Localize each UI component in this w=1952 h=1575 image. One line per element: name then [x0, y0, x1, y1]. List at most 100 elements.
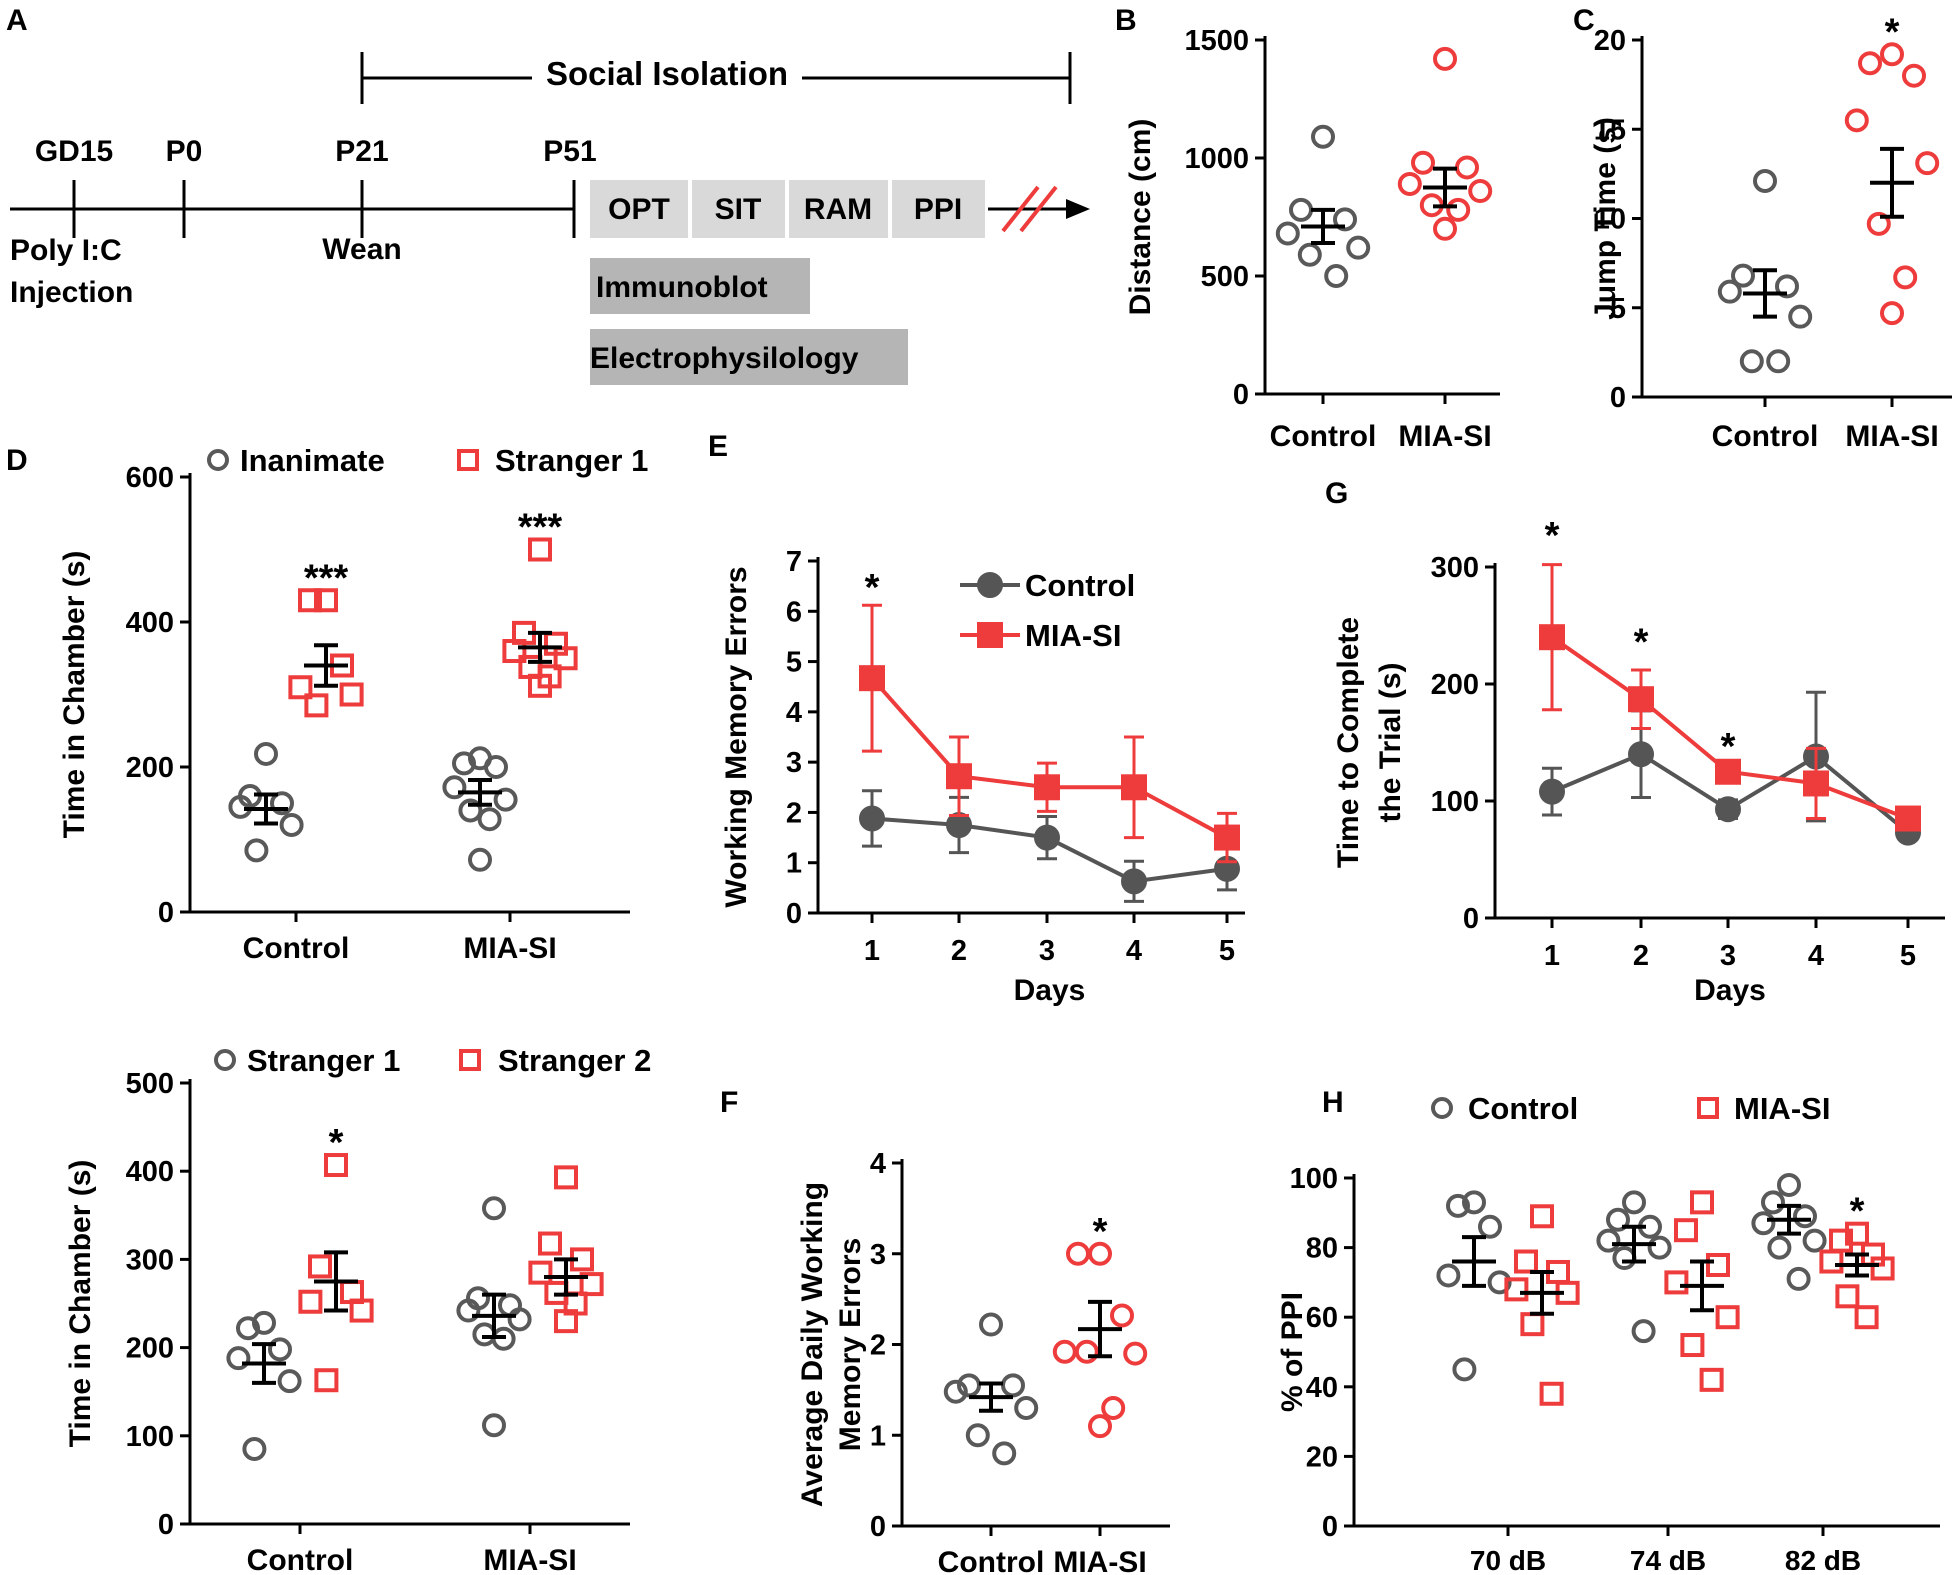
y-tick-label: 15 — [1594, 114, 1626, 146]
x-tick-label: 2 — [1633, 940, 1649, 972]
data-point — [1829, 1228, 1853, 1253]
data-point — [1690, 1190, 1714, 1215]
data-point — [1751, 1211, 1776, 1236]
data-point — [1715, 758, 1741, 785]
test-box-sit — [692, 180, 785, 238]
x-tick-label: 5 — [1900, 940, 1916, 972]
data-point — [493, 787, 518, 812]
data-point — [1835, 1284, 1860, 1309]
data-point — [1110, 1303, 1134, 1328]
test-label-opt: OPT — [608, 193, 670, 226]
category-label: Control — [247, 1544, 354, 1575]
data-point — [1788, 304, 1813, 329]
data-point — [458, 798, 483, 823]
data-point — [1333, 207, 1357, 232]
data-point — [992, 1441, 1017, 1466]
data-point — [502, 639, 527, 663]
y-axis-label: % of PPI — [1276, 1292, 1309, 1412]
data-point — [1530, 1204, 1554, 1229]
x-tick-label: 4 — [1808, 940, 1824, 972]
data-point — [1680, 1333, 1705, 1358]
data-point — [288, 675, 313, 700]
legend-label: Stranger 2 — [498, 1043, 651, 1078]
data-point — [1514, 1249, 1538, 1274]
data-point — [1433, 46, 1457, 71]
data-point — [528, 537, 552, 562]
chart-b: B 0 500 1000 1500 Distance (cm) Control MIA-SI — [1115, 4, 1500, 453]
ephys-label: Electrophysilology — [590, 342, 859, 375]
data-point — [1487, 1270, 1512, 1295]
y-tick-label: 5 — [786, 647, 802, 679]
x-axis-label: Days — [1014, 974, 1086, 1007]
legend-marker — [977, 622, 1003, 648]
y-axis-label: Working Memory Errors — [720, 566, 753, 907]
data-point — [349, 1298, 374, 1323]
legend-marker — [1697, 1097, 1719, 1119]
data-point — [484, 755, 508, 779]
data-point — [1739, 349, 1764, 374]
category-label: MIA-SI — [1398, 420, 1491, 453]
y-axis-label: Average Daily Working — [796, 1182, 829, 1507]
data-point — [442, 775, 467, 800]
data-point — [1802, 1228, 1827, 1253]
y-axis-label: Time in Chamber (s) — [58, 551, 91, 839]
data-point — [507, 1307, 532, 1332]
legend-marker — [977, 572, 1003, 598]
data-point — [277, 1369, 302, 1394]
test-box-opt — [590, 180, 688, 238]
label-gd15: GD15 — [35, 135, 113, 168]
data-point — [1289, 197, 1313, 222]
data-point — [228, 794, 253, 819]
data-point — [1074, 1339, 1099, 1364]
break-slash-1 — [1001, 185, 1040, 233]
test-label-ram: RAM — [804, 193, 872, 226]
significance-marker: * — [1093, 1211, 1108, 1253]
test-box-ram — [789, 180, 888, 238]
data-point — [298, 588, 322, 613]
legend-marker — [214, 1049, 236, 1071]
chart-h: H 0 20 40 60 80 100 % of PPI Control MIA-SI 70 dB 7… — [1276, 1086, 1940, 1575]
data-point — [314, 588, 338, 613]
data-point — [308, 1254, 332, 1279]
data-point — [1761, 1190, 1785, 1215]
y-tick-label: 7 — [786, 546, 802, 578]
data-point — [244, 838, 269, 863]
y-axis-label: Jump Time (s) — [1589, 117, 1622, 320]
y-tick-label: 0 — [158, 897, 174, 929]
data-point — [528, 673, 552, 698]
legend-marker — [207, 449, 229, 471]
y-tick-label: 20 — [1594, 25, 1626, 57]
data-point — [477, 807, 502, 832]
chart-e: E 0 1 2 3 4 5 6 7 Working Memory Errors 1 2 3 4 5 Days C… — [708, 430, 1245, 1007]
data-point — [482, 1196, 506, 1221]
label-p21: P21 — [335, 135, 388, 168]
data-point — [242, 1437, 267, 1462]
data-point — [1612, 1246, 1637, 1271]
data-point — [1088, 1414, 1112, 1439]
data-point — [1819, 1249, 1844, 1274]
data-point — [1539, 624, 1565, 651]
chart-g: G 0 100 200 300 Time to Complete the Trial (s)… — [1325, 477, 1945, 1007]
data-point — [538, 1231, 562, 1256]
y-tick-label: 0 — [1463, 903, 1479, 935]
legend-marker — [1431, 1097, 1453, 1119]
ephys-box — [590, 329, 908, 385]
data-point — [1845, 1221, 1869, 1246]
timeline-arrow-head — [1066, 199, 1090, 219]
x-tick-label: 5 — [1219, 935, 1235, 967]
y-tick-label: 1000 — [1184, 143, 1249, 175]
label-p0: P0 — [166, 135, 203, 168]
y-tick-label: 40 — [1306, 1372, 1338, 1404]
data-point — [304, 693, 329, 718]
data-point — [268, 1337, 292, 1362]
immunoblot-box — [590, 258, 810, 314]
panel-label: H — [1322, 1086, 1344, 1119]
data-point — [1468, 179, 1493, 204]
data-point — [1066, 1241, 1090, 1266]
legend-label: Control — [1025, 568, 1135, 603]
test-box-ppi — [892, 180, 985, 238]
data-point — [1664, 1270, 1689, 1295]
y-tick-label: 100 — [1290, 1163, 1338, 1195]
data-point — [1462, 1190, 1486, 1215]
